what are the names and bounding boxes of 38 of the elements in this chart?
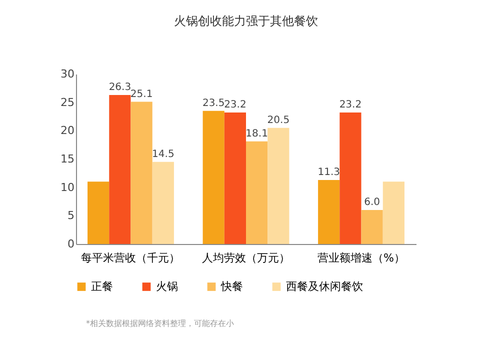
data-label: 14.5 [152,148,174,160]
y-tick-label: 15 [60,152,74,166]
bar [246,141,268,244]
bar [88,182,110,244]
y-tick-label: 10 [60,180,74,194]
data-label: 20.5 [267,114,290,126]
y-tick-label: 30 [60,68,74,80]
data-label: 26.3 [108,82,132,93]
bar [361,210,383,244]
chart-title: 火锅创收能力强于其他餐饮 [174,14,318,28]
x-tick-label: 人均劳效（万元） [202,252,290,264]
y-tick-label: 0 [68,238,74,250]
legend-label: 正餐 [91,280,113,293]
data-label: 23.2 [339,100,362,111]
x-tick-label: 每平米营收（千元） [81,252,180,264]
data-label: 23.2 [224,100,246,111]
data-label: 18.1 [246,128,268,140]
legend-label: 快餐 [220,280,243,293]
legend-label: 西餐及休闲餐饮 [286,280,363,293]
bar [382,182,404,244]
data-label: 25.1 [130,88,153,100]
y-tick-label: 5 [68,209,74,222]
bar [340,112,362,244]
bar [224,112,246,244]
text: *相关数据根据网络资料整理，可能存在小 [86,319,234,328]
bar [268,128,290,244]
bar [202,110,224,244]
bar [130,102,152,244]
bar [318,180,340,244]
data-label: 6.0 [364,197,380,208]
y-tick-label: 20 [60,124,74,138]
legend-label: 火锅 [156,280,178,293]
y-tick-label: 25 [60,96,74,109]
bar [152,162,174,244]
data-label: 11.3 [318,166,340,178]
data-label: 23.5 [202,98,225,109]
x-tick-label: 营业额增速（%） [318,252,405,264]
bar [109,94,131,244]
